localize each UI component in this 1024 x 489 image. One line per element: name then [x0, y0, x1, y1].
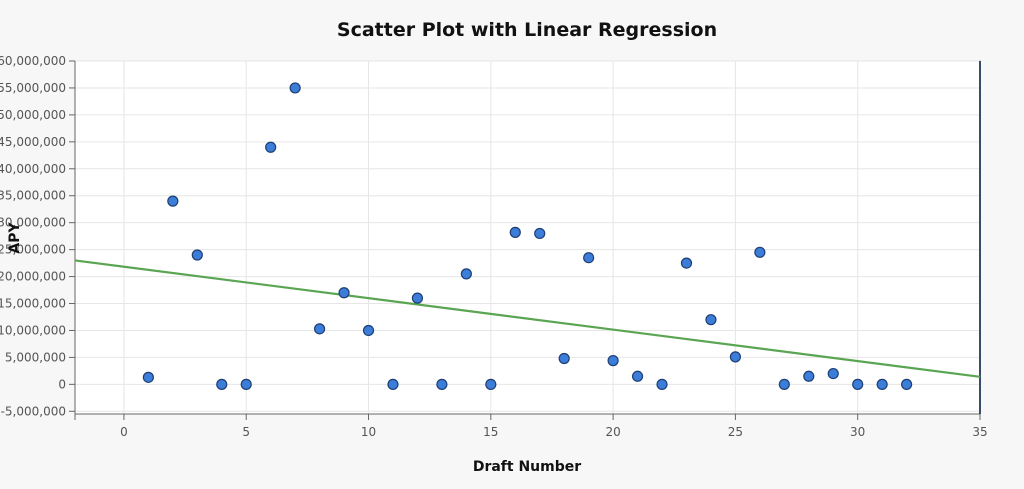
- y-tick-label: 30,000,000: [0, 216, 66, 230]
- y-tick-label: 55,000,000: [0, 81, 66, 95]
- data-point: [631, 370, 644, 382]
- y-axis-label: APY: [7, 222, 23, 254]
- data-points: [142, 82, 913, 390]
- data-point: [558, 352, 570, 365]
- data-point: [509, 226, 521, 238]
- x-axis-ticks: 0 5 10 15 20 25 30 35: [74, 414, 988, 439]
- x-tick-label: 20: [605, 425, 620, 439]
- x-axis-label: Draft Number: [473, 459, 581, 475]
- y-tick-label: 25,000,000: [0, 243, 66, 257]
- regression-line: [74, 259, 981, 378]
- data-point: [607, 355, 619, 367]
- data-point: [754, 246, 766, 258]
- x-tick-label: 35: [972, 425, 987, 439]
- x-tick-label: 15: [483, 425, 498, 439]
- grid-lines: [75, 60, 980, 414]
- y-tick-label: 60,000,000: [0, 54, 66, 68]
- y-tick-label: 5,000,000: [5, 350, 66, 364]
- data-point: [803, 370, 815, 382]
- regression-line-group: [74, 259, 981, 378]
- data-point: [827, 367, 839, 380]
- data-point: [705, 314, 717, 326]
- data-point: [485, 378, 497, 390]
- y-tick-label: 50,000,000: [0, 108, 66, 122]
- y-tick-label: 10,000,000: [0, 323, 66, 337]
- y-tick-label: 15,000,000: [0, 297, 66, 311]
- y-tick-label: -5,000,000: [1, 404, 66, 418]
- data-point: [167, 195, 179, 207]
- data-point: [240, 378, 252, 390]
- data-point: [436, 378, 448, 390]
- data-point: [656, 378, 668, 390]
- y-tick-label: 45,000,000: [0, 135, 66, 149]
- x-tick-label: 25: [728, 425, 743, 439]
- data-point: [778, 378, 790, 390]
- data-point: [876, 378, 888, 390]
- data-point: [460, 268, 472, 280]
- data-point: [729, 351, 742, 363]
- axes: [74, 61, 981, 415]
- data-point: [852, 378, 864, 390]
- x-tick-label: 30: [850, 425, 865, 439]
- y-axis-ticks: -5,000,000 0 5,000,000 10,000,000 15,000,000…: [0, 54, 75, 418]
- data-point: [901, 378, 913, 390]
- data-point: [338, 287, 350, 299]
- data-point: [289, 82, 301, 94]
- data-point: [583, 252, 595, 264]
- x-tick-label: 0: [120, 425, 128, 439]
- x-tick-label: 5: [242, 425, 250, 439]
- data-point: [387, 378, 399, 390]
- data-point: [216, 378, 228, 390]
- plot-area: [74, 60, 981, 415]
- y-tick-label: 40,000,000: [0, 162, 66, 176]
- x-tick-label: 10: [361, 425, 376, 439]
- data-point: [191, 249, 203, 261]
- data-point: [680, 257, 693, 269]
- y-tick-label: 35,000,000: [0, 189, 66, 203]
- data-point: [265, 141, 277, 153]
- data-point: [411, 292, 424, 304]
- data-point: [534, 227, 546, 240]
- data-point: [313, 323, 326, 335]
- data-point: [142, 371, 154, 383]
- data-point: [362, 324, 375, 337]
- chart-title: Scatter Plot with Linear Regression: [337, 19, 717, 41]
- y-tick-label: 0: [58, 377, 66, 391]
- y-tick-label: 20,000,000: [0, 270, 66, 284]
